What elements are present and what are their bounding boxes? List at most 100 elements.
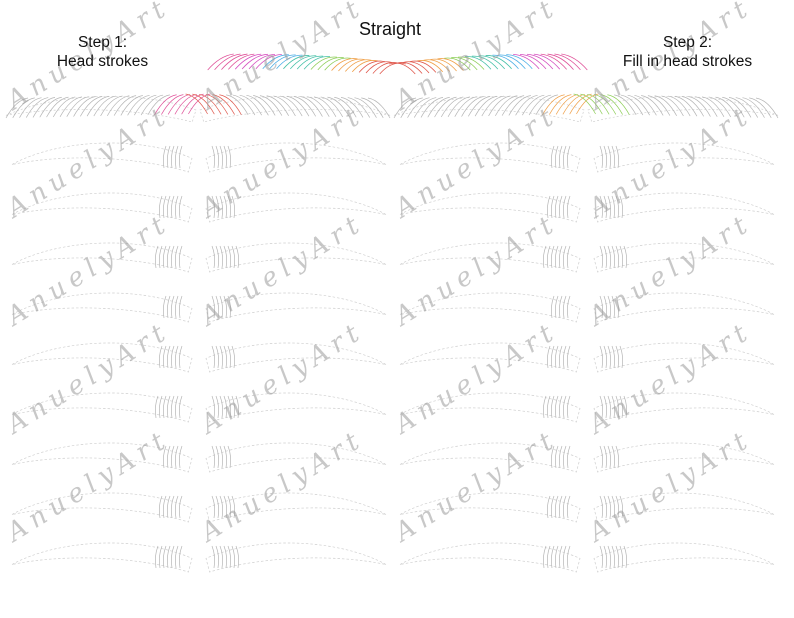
brow-outline bbox=[399, 142, 581, 173]
watermark-text: AnuelyArt bbox=[388, 208, 564, 333]
head-stroke bbox=[166, 245, 171, 269]
reference-stroke bbox=[600, 94, 623, 115]
head-stroke bbox=[554, 245, 559, 269]
example-stroke bbox=[499, 54, 526, 69]
reference-stroke bbox=[347, 97, 371, 118]
reference-stroke bbox=[161, 94, 184, 115]
head-stroke bbox=[546, 195, 551, 219]
head-stroke bbox=[558, 145, 563, 169]
example-stroke bbox=[214, 53, 241, 71]
step2-label: Step 2: Fill in head strokes bbox=[600, 33, 775, 71]
practice-row bbox=[11, 192, 775, 223]
example-stroke bbox=[561, 53, 588, 71]
example-brow-right bbox=[389, 53, 588, 75]
head-stroke bbox=[554, 495, 559, 519]
head-stroke bbox=[174, 395, 179, 419]
brow-outline bbox=[205, 542, 387, 573]
head-stroke bbox=[607, 445, 612, 469]
brow-outline bbox=[205, 342, 387, 373]
example-stroke bbox=[234, 53, 262, 70]
head-stroke bbox=[231, 545, 236, 569]
head-stroke bbox=[550, 395, 555, 419]
reference-stroke bbox=[266, 95, 289, 116]
head-stroke bbox=[615, 445, 620, 469]
example-stroke bbox=[540, 53, 567, 70]
reference-stroke bbox=[246, 94, 269, 116]
example-stroke bbox=[296, 55, 324, 70]
head-stroke bbox=[546, 545, 551, 569]
example-stroke bbox=[430, 58, 457, 72]
watermark-text: AnuelyArt bbox=[0, 316, 176, 441]
head-stroke bbox=[623, 245, 628, 269]
head-stroke bbox=[231, 195, 236, 219]
head-stroke bbox=[566, 545, 571, 569]
head-stroke bbox=[174, 145, 179, 169]
step1-line2: Head strokes bbox=[56, 53, 149, 70]
practice-row bbox=[11, 292, 775, 323]
example-stroke bbox=[458, 56, 485, 70]
head-stroke bbox=[235, 395, 240, 419]
reference-stroke bbox=[701, 96, 725, 117]
reference-stroke bbox=[25, 97, 49, 118]
brow-outline bbox=[205, 492, 387, 523]
reference-stroke bbox=[232, 94, 256, 116]
head-stroke bbox=[174, 345, 179, 369]
head-stroke bbox=[178, 395, 183, 419]
reference-stroke bbox=[354, 97, 377, 118]
head-stroke bbox=[554, 345, 559, 369]
reference-stroke bbox=[107, 95, 130, 116]
head-stroke bbox=[178, 295, 183, 319]
head-stroke bbox=[178, 495, 183, 519]
reference-stroke bbox=[481, 95, 504, 117]
reference-stroke bbox=[80, 96, 103, 117]
head-stroke bbox=[607, 495, 612, 519]
example-stroke bbox=[255, 54, 282, 70]
example-stroke bbox=[471, 55, 499, 70]
brow-outline bbox=[11, 142, 193, 173]
head-stroke bbox=[554, 295, 559, 319]
head-stroke bbox=[211, 545, 216, 569]
reference-stroke bbox=[641, 95, 664, 116]
head-stroke bbox=[174, 495, 179, 519]
head-stroke bbox=[550, 195, 555, 219]
example-stroke bbox=[485, 55, 512, 70]
watermark-text: AnuelyArt bbox=[388, 316, 564, 441]
head-stroke bbox=[611, 295, 616, 319]
head-stroke bbox=[558, 295, 563, 319]
reference-stroke bbox=[12, 97, 35, 119]
sheet-title-text: Straight bbox=[358, 19, 422, 39]
reference-stroke bbox=[192, 93, 215, 115]
brow-outline bbox=[399, 392, 581, 423]
head-stroke bbox=[219, 545, 224, 569]
head-stroke bbox=[558, 245, 563, 269]
watermark-text: AnuelyArt bbox=[582, 424, 758, 549]
step1-line1: Step 1: bbox=[77, 34, 128, 51]
head-stroke bbox=[170, 245, 175, 269]
head-stroke bbox=[611, 445, 616, 469]
example-stroke bbox=[221, 53, 248, 70]
head-stroke bbox=[174, 295, 179, 319]
head-stroke bbox=[562, 295, 567, 319]
watermark-text: AnuelyArt bbox=[582, 100, 758, 225]
head-stroke bbox=[166, 145, 171, 169]
head-stroke bbox=[170, 445, 175, 469]
reference-stroke bbox=[522, 94, 545, 116]
example-brows bbox=[207, 53, 588, 75]
reference-stroke bbox=[19, 97, 42, 118]
head-stroke bbox=[607, 395, 612, 419]
head-stroke bbox=[215, 345, 220, 369]
head-stroke bbox=[170, 545, 175, 569]
brow-outline bbox=[205, 442, 387, 473]
reference-stroke bbox=[400, 97, 423, 119]
head-stroke bbox=[162, 345, 167, 369]
example-stroke bbox=[276, 54, 303, 70]
head-stroke bbox=[211, 445, 216, 469]
watermark-text: AnuelyArt bbox=[0, 100, 176, 225]
head-stroke bbox=[607, 195, 612, 219]
example-stroke bbox=[241, 53, 269, 70]
head-stroke bbox=[158, 245, 163, 269]
head-stroke bbox=[154, 245, 159, 269]
head-stroke bbox=[599, 295, 604, 319]
reference-stroke bbox=[407, 97, 430, 118]
example-stroke bbox=[310, 56, 337, 70]
